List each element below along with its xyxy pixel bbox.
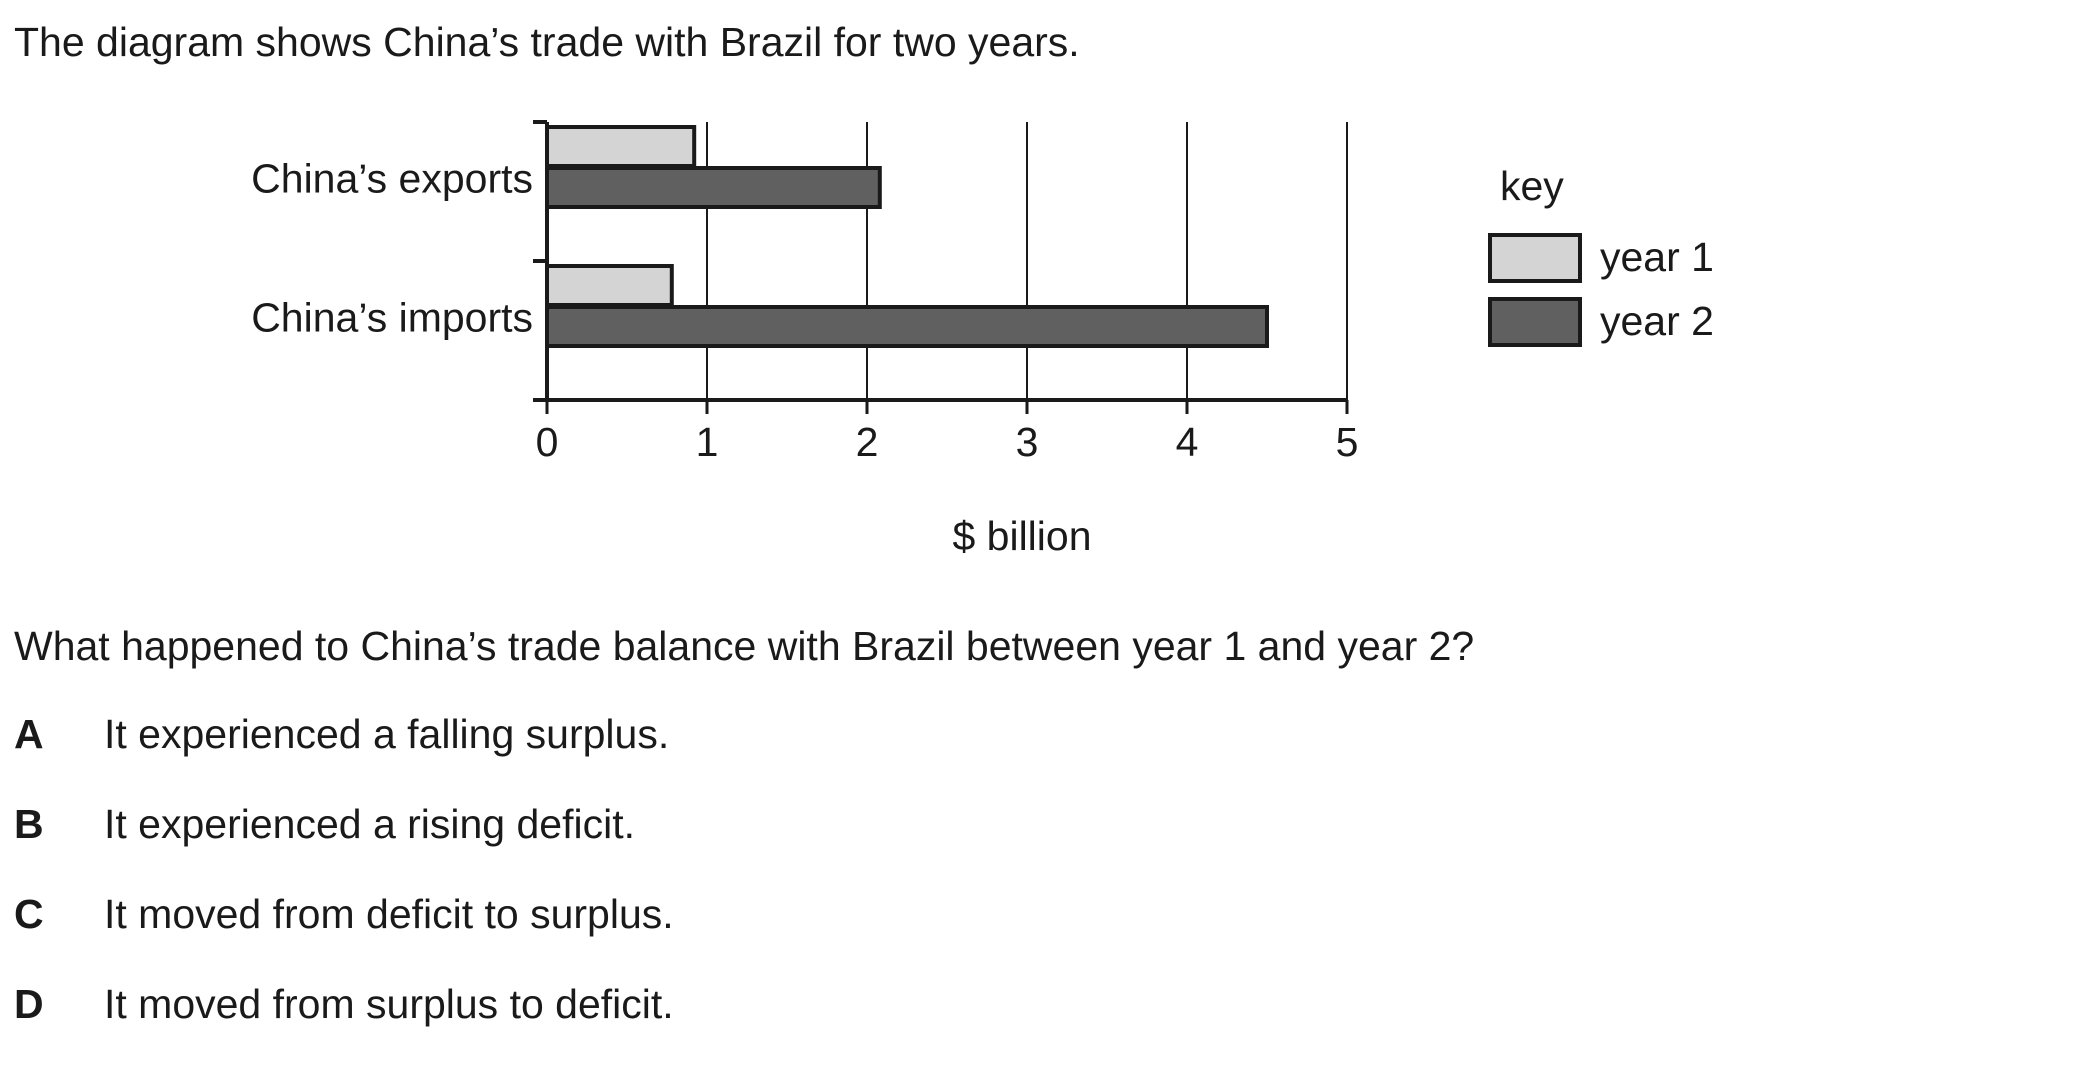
option-text: It moved from surplus to deficit. — [104, 981, 674, 1027]
intro-text: The diagram shows China’s trade with Bra… — [14, 19, 1080, 65]
legend-swatch — [1488, 297, 1582, 347]
legend-label: year 1 — [1600, 234, 1714, 280]
legend-title: key — [1500, 163, 1564, 209]
bar — [545, 305, 1269, 348]
bar — [545, 125, 697, 168]
bar — [545, 166, 882, 209]
option-c[interactable]: C It moved from deficit to surplus. — [14, 886, 674, 976]
option-letter: D — [14, 981, 44, 1027]
legend-swatch — [1488, 233, 1582, 283]
option-text: It moved from deficit to surplus. — [104, 891, 674, 937]
x-tick-label: 4 — [1176, 419, 1199, 465]
option-b[interactable]: B It experienced a rising deficit. — [14, 796, 674, 886]
legend-label: year 2 — [1600, 298, 1714, 344]
x-tick-label: 2 — [856, 419, 879, 465]
x-tick-label: 0 — [536, 419, 559, 465]
option-letter: A — [14, 711, 44, 757]
x-tick-label: 3 — [1016, 419, 1039, 465]
option-text: It experienced a falling surplus. — [104, 711, 670, 757]
x-tick-label: 5 — [1336, 419, 1359, 465]
answer-options: A It experienced a falling surplus. B It… — [14, 706, 674, 1066]
trade-bar-chart: China’s exports China’s imports 0 1 2 3 4 5 $ bi… — [251, 120, 1714, 559]
x-tick-label: 1 — [696, 419, 719, 465]
category-label: China’s imports — [251, 294, 533, 340]
option-letter: C — [14, 891, 44, 937]
option-a[interactable]: A It experienced a falling surplus. — [14, 706, 674, 796]
question-text: What happened to China’s trade balance w… — [14, 623, 1475, 669]
bar — [545, 264, 674, 307]
option-text: It experienced a rising deficit. — [104, 801, 635, 847]
x-axis-label: $ billion — [952, 513, 1091, 559]
option-letter: B — [14, 801, 44, 847]
category-label: China’s exports — [251, 155, 533, 201]
option-d[interactable]: D It moved from surplus to deficit. — [14, 976, 674, 1066]
